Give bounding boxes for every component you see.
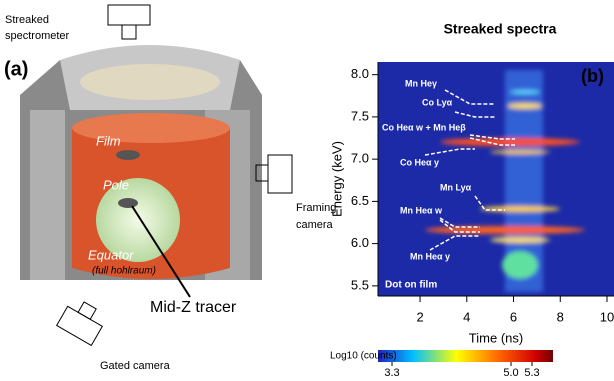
label: spectrometer	[5, 30, 70, 42]
y-tick-label: 6.5	[351, 193, 369, 208]
line-label: Co Heα w + Mn Heβ	[382, 122, 466, 132]
line-label: Mn Heα y	[410, 251, 450, 261]
y-tick-label: 5.5	[351, 277, 369, 292]
x-tick-label: 8	[557, 309, 564, 324]
panel-tag: (b)	[581, 66, 604, 86]
target-schematic	[20, 5, 292, 345]
x-tick-label: 10	[600, 309, 614, 324]
chart-title: Streaked spectra	[444, 21, 557, 37]
x-tick-label: 2	[416, 309, 423, 324]
label: Gated camera	[100, 360, 171, 372]
annotation: Dot on film	[385, 280, 437, 291]
y-tick-label: 7.0	[351, 151, 369, 166]
label: Pole	[103, 177, 129, 192]
x-tick-label: 6	[510, 309, 517, 324]
figure: Streaked spectrometer (a) Framing camera…	[0, 0, 614, 381]
colorbar-tick-label: 5.0	[503, 367, 518, 379]
line-label: Co Heα y	[400, 157, 439, 167]
y-tick-label: 7.5	[351, 108, 369, 123]
label: Equator	[88, 247, 134, 262]
label: Streaked	[5, 14, 49, 26]
label: Film	[96, 133, 121, 148]
line-label: Co Lyα	[422, 97, 453, 107]
x-tick-label: 4	[463, 309, 470, 324]
colorbar-tick-label: 3.3	[384, 367, 399, 379]
colorbar-tick-label: 5.3	[524, 367, 539, 379]
label: Mid-Z tracer	[150, 299, 237, 316]
colorbar	[378, 350, 553, 362]
y-tick-label: 8.0	[351, 66, 369, 81]
line-label: Mn Lyα	[440, 182, 472, 192]
line-label: Mn Heγ	[405, 78, 437, 88]
colorbar-label: Log10 (counts)	[330, 351, 397, 362]
y-axis-label: Energy (keV)	[329, 141, 344, 217]
label: camera	[296, 219, 334, 231]
x-axis-label: Time (ns)	[469, 330, 523, 345]
line-label: Mn Heα w	[400, 205, 443, 215]
y-tick-label: 6.0	[351, 235, 369, 250]
panel-tag: (a)	[4, 58, 28, 80]
label: (full hohlraum)	[92, 266, 156, 277]
